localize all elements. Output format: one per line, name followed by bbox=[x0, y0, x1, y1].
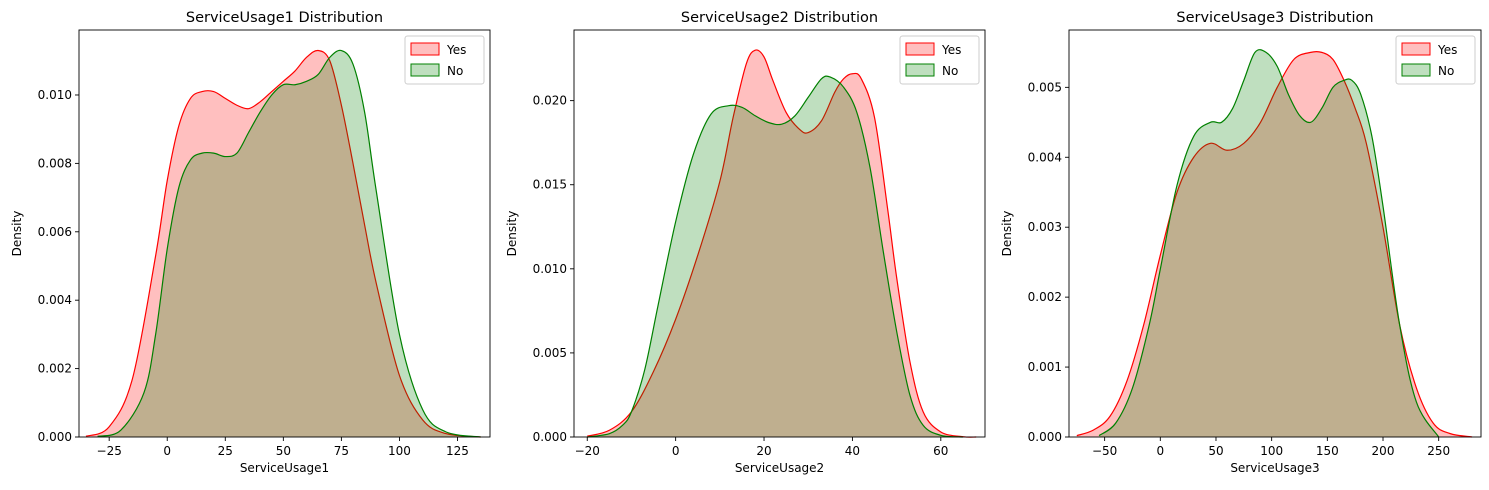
y-tick-label: 0.008 bbox=[38, 156, 72, 170]
legend-box bbox=[899, 35, 980, 85]
x-tick-label: 0 bbox=[1156, 444, 1164, 458]
x-axis-label: ServiceUsage1 bbox=[240, 461, 329, 475]
x-tick-label: 20 bbox=[756, 444, 771, 458]
y-axis-label: Density bbox=[10, 211, 24, 257]
series-line-no bbox=[587, 75, 963, 438]
chart-title: ServiceUsage1 Distribution bbox=[186, 10, 383, 26]
legend-swatch-no bbox=[1401, 63, 1431, 77]
y-tick-label: 0.004 bbox=[1028, 150, 1062, 164]
chart-panel-3: −50 0 50 100 150 200 250 0.000 0.001 0.002 0.003 0.… bbox=[1000, 10, 1482, 475]
x-tick-label: 0 bbox=[672, 444, 680, 458]
series-area-no bbox=[587, 76, 963, 437]
legend-swatch-yes bbox=[1401, 42, 1431, 56]
chart-title: ServiceUsage2 Distribution bbox=[681, 10, 878, 26]
y-tick-label: 0.003 bbox=[1028, 220, 1062, 234]
y-tick-label: 0.005 bbox=[1028, 80, 1062, 94]
x-tick-label: 100 bbox=[388, 444, 411, 458]
axes-frame bbox=[78, 29, 491, 438]
x-tick-label: −25 bbox=[97, 444, 122, 458]
y-tick-label: 0.004 bbox=[38, 293, 72, 307]
y-tick-label: 0.005 bbox=[533, 346, 567, 360]
x-axis-label: ServiceUsage3 bbox=[1230, 461, 1319, 475]
y-tick-label: 0.015 bbox=[533, 178, 567, 192]
legend-swatch-no bbox=[905, 63, 935, 77]
x-tick-label: 0 bbox=[163, 444, 171, 458]
y-tick-label: 0.000 bbox=[533, 430, 567, 444]
legend-label-yes: Yes bbox=[446, 43, 466, 57]
x-tick-label: −20 bbox=[575, 444, 600, 458]
x-tick-label: 150 bbox=[1316, 444, 1339, 458]
y-tick-label: 0.000 bbox=[38, 430, 72, 444]
x-tick-label: 50 bbox=[1208, 444, 1223, 458]
x-tick-label: 40 bbox=[845, 444, 860, 458]
axes-frame bbox=[573, 29, 986, 438]
y-tick-label: 0.000 bbox=[1028, 430, 1062, 444]
series-line-yes bbox=[587, 49, 977, 438]
x-tick-label: 250 bbox=[1427, 444, 1450, 458]
legend-label-no: No bbox=[1438, 64, 1454, 78]
series-line-no bbox=[1098, 49, 1440, 438]
y-tick-label: 0.010 bbox=[533, 262, 567, 276]
legend-swatch-no bbox=[410, 63, 440, 77]
x-tick-label: 100 bbox=[1260, 444, 1283, 458]
x-tick-label: 50 bbox=[276, 444, 291, 458]
x-axis-label: ServiceUsage2 bbox=[735, 461, 824, 475]
x-tick-label: 125 bbox=[446, 444, 469, 458]
legend-label-yes: Yes bbox=[941, 43, 961, 57]
y-tick-label: 0.002 bbox=[1028, 290, 1062, 304]
y-tick-label: 0.001 bbox=[1028, 360, 1062, 374]
legend-label-no: No bbox=[447, 64, 463, 78]
series-area-yes bbox=[85, 50, 481, 437]
y-tick-label: 0.006 bbox=[38, 225, 72, 239]
y-axis-label: Density bbox=[505, 211, 519, 257]
chart-panel-1: −25 0 25 50 75 100 125 0.000 0.002 0.004 0.006 0.00… bbox=[10, 10, 491, 475]
series-area-yes bbox=[1076, 51, 1473, 437]
series-area-no bbox=[1099, 49, 1439, 438]
x-tick-label: 75 bbox=[334, 444, 349, 458]
legend-swatch-yes bbox=[905, 42, 935, 56]
y-tick-label: 0.020 bbox=[533, 94, 567, 108]
chart-panel-2: −20 0 20 40 60 0.000 0.005 0.010 0.015 0.020 Servi… bbox=[505, 10, 986, 475]
chart-title: ServiceUsage3 Distribution bbox=[1176, 10, 1373, 26]
y-tick-label: 0.002 bbox=[38, 362, 72, 376]
axes-frame bbox=[1068, 29, 1482, 438]
x-tick-label: −50 bbox=[1092, 444, 1117, 458]
legend-box bbox=[1395, 35, 1476, 85]
y-tick-label: 0.010 bbox=[38, 88, 72, 102]
series-line-yes bbox=[85, 49, 481, 438]
legend: Yes No bbox=[404, 35, 485, 85]
legend-label-yes: Yes bbox=[1437, 43, 1457, 57]
y-axis-label: Density bbox=[1000, 211, 1014, 257]
legend-box bbox=[404, 35, 485, 85]
legend: Yes No bbox=[1395, 35, 1476, 85]
legend: Yes No bbox=[899, 35, 980, 85]
x-tick-label: 60 bbox=[933, 444, 948, 458]
x-tick-label: 25 bbox=[218, 444, 233, 458]
legend-swatch-yes bbox=[410, 42, 440, 56]
x-tick-label: 200 bbox=[1372, 444, 1395, 458]
series-line-no bbox=[97, 49, 481, 438]
series-area-no bbox=[97, 50, 481, 438]
legend-label-no: No bbox=[942, 64, 958, 78]
